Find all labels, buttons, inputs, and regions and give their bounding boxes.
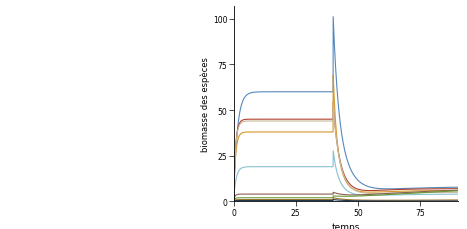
- X-axis label: temps: temps: [332, 222, 360, 229]
- Y-axis label: biomasse des espèces: biomasse des espèces: [200, 57, 210, 151]
